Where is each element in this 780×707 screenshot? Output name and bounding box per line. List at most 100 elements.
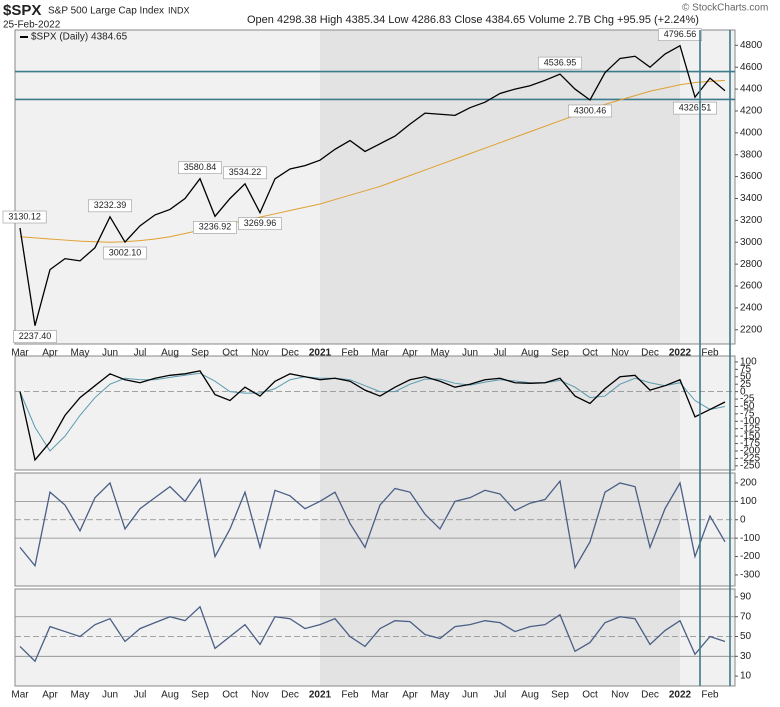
x-tick-label: Jul (134, 348, 147, 359)
x-tick-label: Apr (42, 348, 58, 359)
panel-shade (320, 356, 680, 470)
x-tick-label: 2022 (669, 690, 692, 701)
value-label-box (673, 101, 717, 115)
x-tick-label: May (71, 348, 90, 359)
y-tick-label: 4800 (740, 40, 763, 51)
value-label: 4536.95 (544, 57, 577, 67)
series-line (19, 605, 726, 663)
x-tick-label: Oct (222, 348, 238, 359)
x-tick-label: May (431, 348, 450, 359)
series-line (19, 44, 726, 326)
x-tick-label: Jun (102, 690, 118, 701)
x-tick-label: 2021 (309, 690, 332, 701)
y-tick-label: 100 (740, 496, 757, 507)
y-tick-label: 2600 (740, 281, 763, 292)
y-tick-label: 2800 (740, 259, 763, 270)
y-tick-label: -50 (740, 401, 755, 412)
x-tick-label: Jun (462, 348, 478, 359)
panel-shade (320, 473, 680, 586)
x-tick-label: Aug (161, 690, 179, 701)
x-tick-label: 2022 (669, 348, 692, 359)
x-tick-label: Nov (611, 348, 629, 359)
x-tick-label: Jul (134, 690, 147, 701)
y-tick-label: 4600 (740, 62, 763, 73)
y-tick-label: 3200 (740, 215, 763, 226)
value-label-box (2, 210, 47, 224)
x-tick-label: Oct (582, 690, 598, 701)
x-tick-label: Dec (641, 690, 659, 701)
value-label: 3236.92 (199, 222, 232, 232)
y-tick-label: -100 (740, 416, 760, 427)
value-label-box (568, 104, 612, 118)
x-tick-label: Feb (341, 348, 359, 359)
x-tick-label: Mar (371, 690, 389, 701)
panel-shade (320, 30, 680, 344)
x-tick-label: Feb (341, 690, 359, 701)
symbol: $SPX (3, 2, 41, 19)
y-tick-label: -150 (740, 431, 760, 442)
x-tick-label: Jul (494, 348, 507, 359)
x-tick-label: Mar (11, 348, 29, 359)
x-tick-label: Jul (494, 690, 507, 701)
x-tick-label: Feb (701, 348, 719, 359)
series-line (19, 477, 726, 570)
x-tick-label: Dec (281, 690, 299, 701)
x-tick-label: 2021 (309, 348, 332, 359)
y-tick-label: -225 (740, 453, 760, 464)
x-tick-label: Oct (582, 348, 598, 359)
value-label: 3269.96 (244, 218, 277, 228)
y-tick-label: 0 (740, 514, 746, 525)
y-tick-label: -250 (740, 460, 760, 471)
x-tick-label: Mar (11, 690, 29, 701)
value-label-box (193, 221, 237, 234)
x-tick-label: Jun (102, 348, 118, 359)
y-tick-label: 75 (740, 364, 752, 375)
y-tick-label: 70 (740, 611, 752, 622)
y-tick-label: -125 (740, 423, 760, 434)
value-label: 3534.22 (229, 167, 262, 177)
y-tick-label: 90 (740, 592, 752, 603)
y-tick-label: 4400 (740, 84, 763, 95)
y-tick-label: 2400 (740, 303, 763, 314)
x-tick-label: Apr (42, 690, 58, 701)
y-tick-label: 3600 (740, 171, 763, 182)
x-tick-label: Sep (551, 348, 569, 359)
x-tick-label: Feb (701, 690, 719, 701)
watermark: © StockCharts.com (682, 3, 768, 14)
x-tick-label: Nov (251, 690, 269, 701)
value-label: 3130.12 (8, 211, 41, 221)
y-tick-label: 25 (740, 379, 752, 390)
series-line (19, 372, 726, 452)
x-tick-label: Sep (191, 690, 209, 701)
series-line (19, 370, 726, 462)
value-label: 3002.10 (109, 247, 142, 257)
index-name: S&P 500 Large Cap Index (48, 6, 164, 17)
value-label: 2237.40 (19, 331, 52, 341)
value-label: 4326.51 (679, 102, 712, 112)
y-tick-label: 3800 (740, 149, 763, 160)
x-tick-label: May (71, 690, 90, 701)
exchange: INDX (168, 5, 190, 15)
x-tick-label: Apr (402, 690, 418, 701)
series-line (19, 79, 726, 243)
x-tick-label: Aug (521, 348, 539, 359)
value-label: 4796.56 (664, 29, 697, 39)
y-tick-label: -25 (740, 394, 755, 405)
y-tick-label: 4200 (740, 106, 763, 117)
y-tick-label: 3400 (740, 193, 763, 204)
x-tick-label: Aug (521, 690, 539, 701)
value-label-box (13, 330, 57, 343)
y-tick-label: -200 (740, 551, 760, 562)
value-label: 4300.46 (574, 105, 607, 115)
y-tick-label: 2200 (740, 324, 763, 335)
value-label-box (103, 246, 147, 260)
value-label-box (658, 28, 702, 41)
date: 25-Feb-2022 (3, 20, 61, 31)
legend-label: $SPX (Daily) 4384.65 (31, 32, 128, 43)
value-label: 3580.84 (184, 162, 217, 172)
y-tick-label: -300 (740, 570, 760, 581)
value-label-box (88, 199, 132, 213)
y-tick-label: 10 (740, 671, 752, 682)
value-label-box (223, 166, 267, 180)
y-tick-label: 50 (740, 631, 752, 642)
